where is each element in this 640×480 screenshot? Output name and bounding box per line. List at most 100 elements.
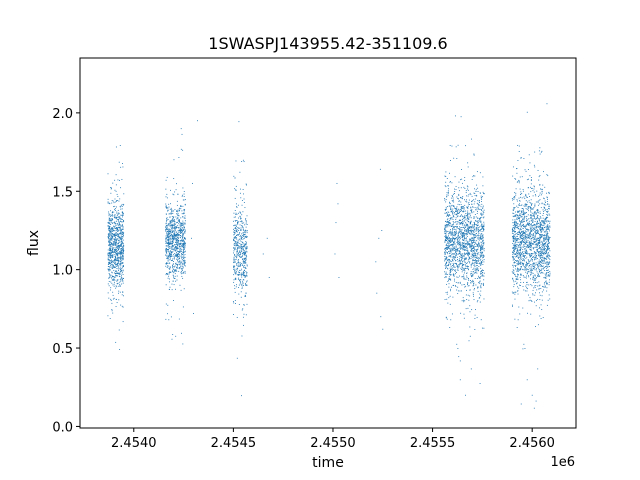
data-point xyxy=(177,255,179,257)
data-point xyxy=(169,243,171,245)
data-point xyxy=(240,272,242,274)
data-point xyxy=(233,212,235,214)
data-point xyxy=(472,254,474,256)
data-point xyxy=(165,213,167,215)
data-point xyxy=(121,248,122,249)
data-point xyxy=(474,264,476,266)
data-point xyxy=(470,194,472,196)
data-point xyxy=(459,290,461,292)
data-point xyxy=(239,251,241,253)
data-point xyxy=(445,251,447,253)
data-point xyxy=(165,239,167,241)
data-point xyxy=(236,228,238,230)
data-point xyxy=(114,221,116,223)
data-point xyxy=(180,271,182,273)
data-point xyxy=(178,241,180,243)
data-point xyxy=(113,202,115,204)
data-point xyxy=(452,257,454,259)
data-point xyxy=(466,220,468,222)
data-point xyxy=(478,241,480,243)
data-point xyxy=(238,227,240,229)
data-point xyxy=(173,234,175,235)
data-point xyxy=(527,223,529,224)
data-point xyxy=(170,234,172,236)
data-point xyxy=(241,200,243,201)
data-point xyxy=(167,241,169,243)
data-point xyxy=(114,237,116,239)
data-point xyxy=(165,318,167,320)
data-point xyxy=(179,244,181,245)
data-point xyxy=(457,221,459,223)
data-point xyxy=(482,234,484,236)
data-point xyxy=(179,246,181,248)
data-point xyxy=(178,251,180,252)
data-point xyxy=(172,243,174,245)
data-point xyxy=(445,235,447,237)
data-point xyxy=(480,237,482,239)
data-point xyxy=(475,255,477,257)
data-point xyxy=(534,274,536,276)
data-point xyxy=(239,245,241,247)
data-point xyxy=(458,194,460,196)
data-point xyxy=(444,227,446,229)
data-point xyxy=(449,274,451,276)
data-point xyxy=(447,231,449,233)
data-point xyxy=(117,200,119,202)
data-point xyxy=(517,244,519,246)
data-point xyxy=(168,231,170,232)
data-point xyxy=(120,269,122,270)
data-point xyxy=(109,256,111,258)
data-point xyxy=(452,211,454,213)
data-point xyxy=(464,261,466,263)
data-point xyxy=(121,203,123,205)
data-point xyxy=(121,229,123,230)
data-point xyxy=(459,263,461,265)
data-point xyxy=(181,275,183,277)
data-point xyxy=(476,229,478,231)
data-point xyxy=(167,254,169,256)
data-point xyxy=(459,246,461,248)
data-point xyxy=(241,238,243,240)
data-point xyxy=(448,191,449,193)
data-point xyxy=(446,318,448,320)
data-point xyxy=(177,218,179,219)
data-point xyxy=(445,224,447,226)
data-point xyxy=(465,213,467,214)
data-point xyxy=(545,231,547,233)
data-point xyxy=(518,287,520,289)
data-point xyxy=(114,227,116,229)
data-point xyxy=(240,296,242,298)
data-point xyxy=(476,278,478,279)
data-point xyxy=(526,237,528,239)
data-point xyxy=(170,213,172,215)
data-point xyxy=(530,245,532,247)
data-point xyxy=(454,256,456,258)
data-point xyxy=(545,248,546,250)
data-point xyxy=(482,275,484,277)
data-point xyxy=(453,263,454,265)
data-point xyxy=(473,238,475,239)
data-point xyxy=(177,248,178,249)
data-point xyxy=(470,258,472,259)
data-point xyxy=(113,234,115,236)
data-point xyxy=(514,235,516,237)
data-point xyxy=(480,285,482,287)
data-point xyxy=(480,212,482,214)
data-point xyxy=(245,251,247,253)
data-point xyxy=(514,197,516,199)
data-point xyxy=(237,244,239,246)
data-point xyxy=(240,281,242,283)
data-point xyxy=(445,171,447,173)
data-point xyxy=(481,235,483,237)
data-point xyxy=(121,275,122,277)
data-point xyxy=(243,246,244,247)
data-point xyxy=(479,245,481,247)
data-point xyxy=(181,228,183,230)
data-point xyxy=(183,225,185,227)
data-point xyxy=(109,223,111,225)
data-point xyxy=(243,238,245,240)
data-point xyxy=(480,273,482,275)
data-point xyxy=(530,231,532,232)
data-point xyxy=(112,238,114,239)
